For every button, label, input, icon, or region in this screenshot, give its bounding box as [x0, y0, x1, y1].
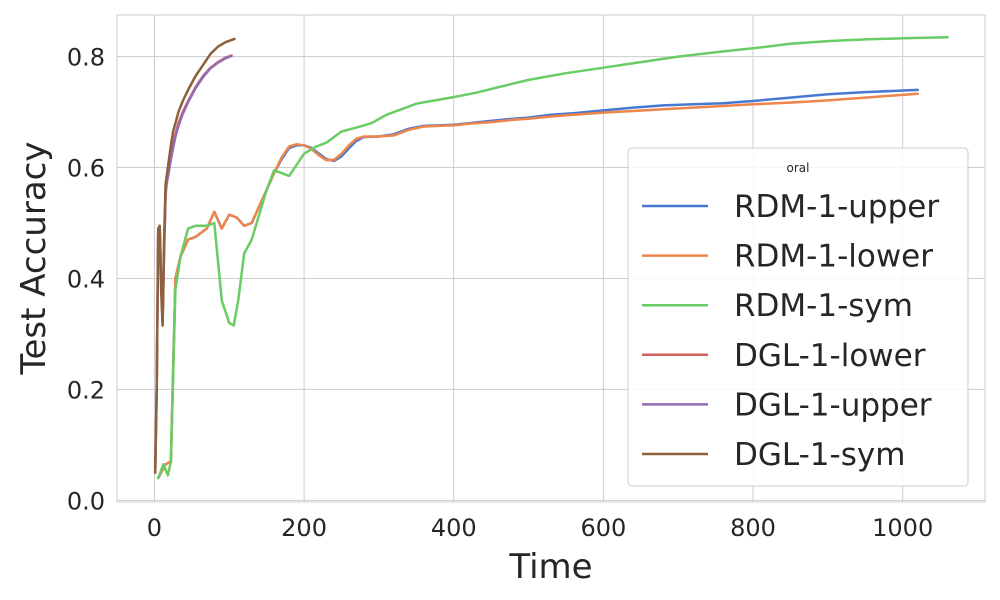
y-tick-label: 0.4 — [67, 265, 105, 293]
legend-label-dgl-1-lower: DGL-1-lower — [734, 338, 926, 374]
y-tick-label: 0.0 — [67, 487, 105, 515]
legend-label-dgl-1-sym: DGL-1-sym — [734, 437, 905, 473]
x-axis-title: Time — [508, 547, 592, 587]
legend-label-dgl-1-upper: DGL-1-upper — [734, 387, 932, 423]
series-lines — [153, 35, 949, 480]
legend-title: oral — [787, 161, 810, 175]
x-tick-label: 400 — [431, 514, 477, 542]
tick-labels: 0 200 400 600 800 1000 0.0 0.2 0.4 0.6 0.8 — [67, 44, 933, 542]
y-axis-title: Test Accuracy — [14, 142, 54, 376]
y-tick-label: 0.6 — [67, 155, 105, 183]
x-tick-label: 600 — [580, 514, 626, 542]
y-tick-label: 0.8 — [67, 44, 105, 72]
legend-box — [627, 147, 969, 487]
legend-label-rdm-1-lower: RDM-1-lower — [734, 239, 933, 275]
series-line-rdm-1-sym — [156, 35, 949, 480]
x-tick-label: 0 — [147, 514, 162, 542]
legend-label-rdm-1-upper: RDM-1-upper — [734, 189, 939, 225]
x-tick-label: 200 — [281, 514, 327, 542]
legend-entries: RDM-1-upper RDM-1-lower RDM-1-sym DGL-1-low… — [642, 189, 939, 473]
series-line-dgl-1-sym — [153, 37, 236, 474]
legend-label-rdm-1-sym: RDM-1-sym — [734, 288, 913, 324]
series-line-rdm-1-lower — [156, 92, 919, 480]
legend: oral RDM-1-upper RDM-1-lower RDM-1-sym DGL-… — [627, 147, 969, 487]
y-tick-label: 0.2 — [67, 376, 105, 404]
x-tick-label: 1000 — [872, 514, 933, 542]
x-tick-label: 800 — [730, 514, 776, 542]
